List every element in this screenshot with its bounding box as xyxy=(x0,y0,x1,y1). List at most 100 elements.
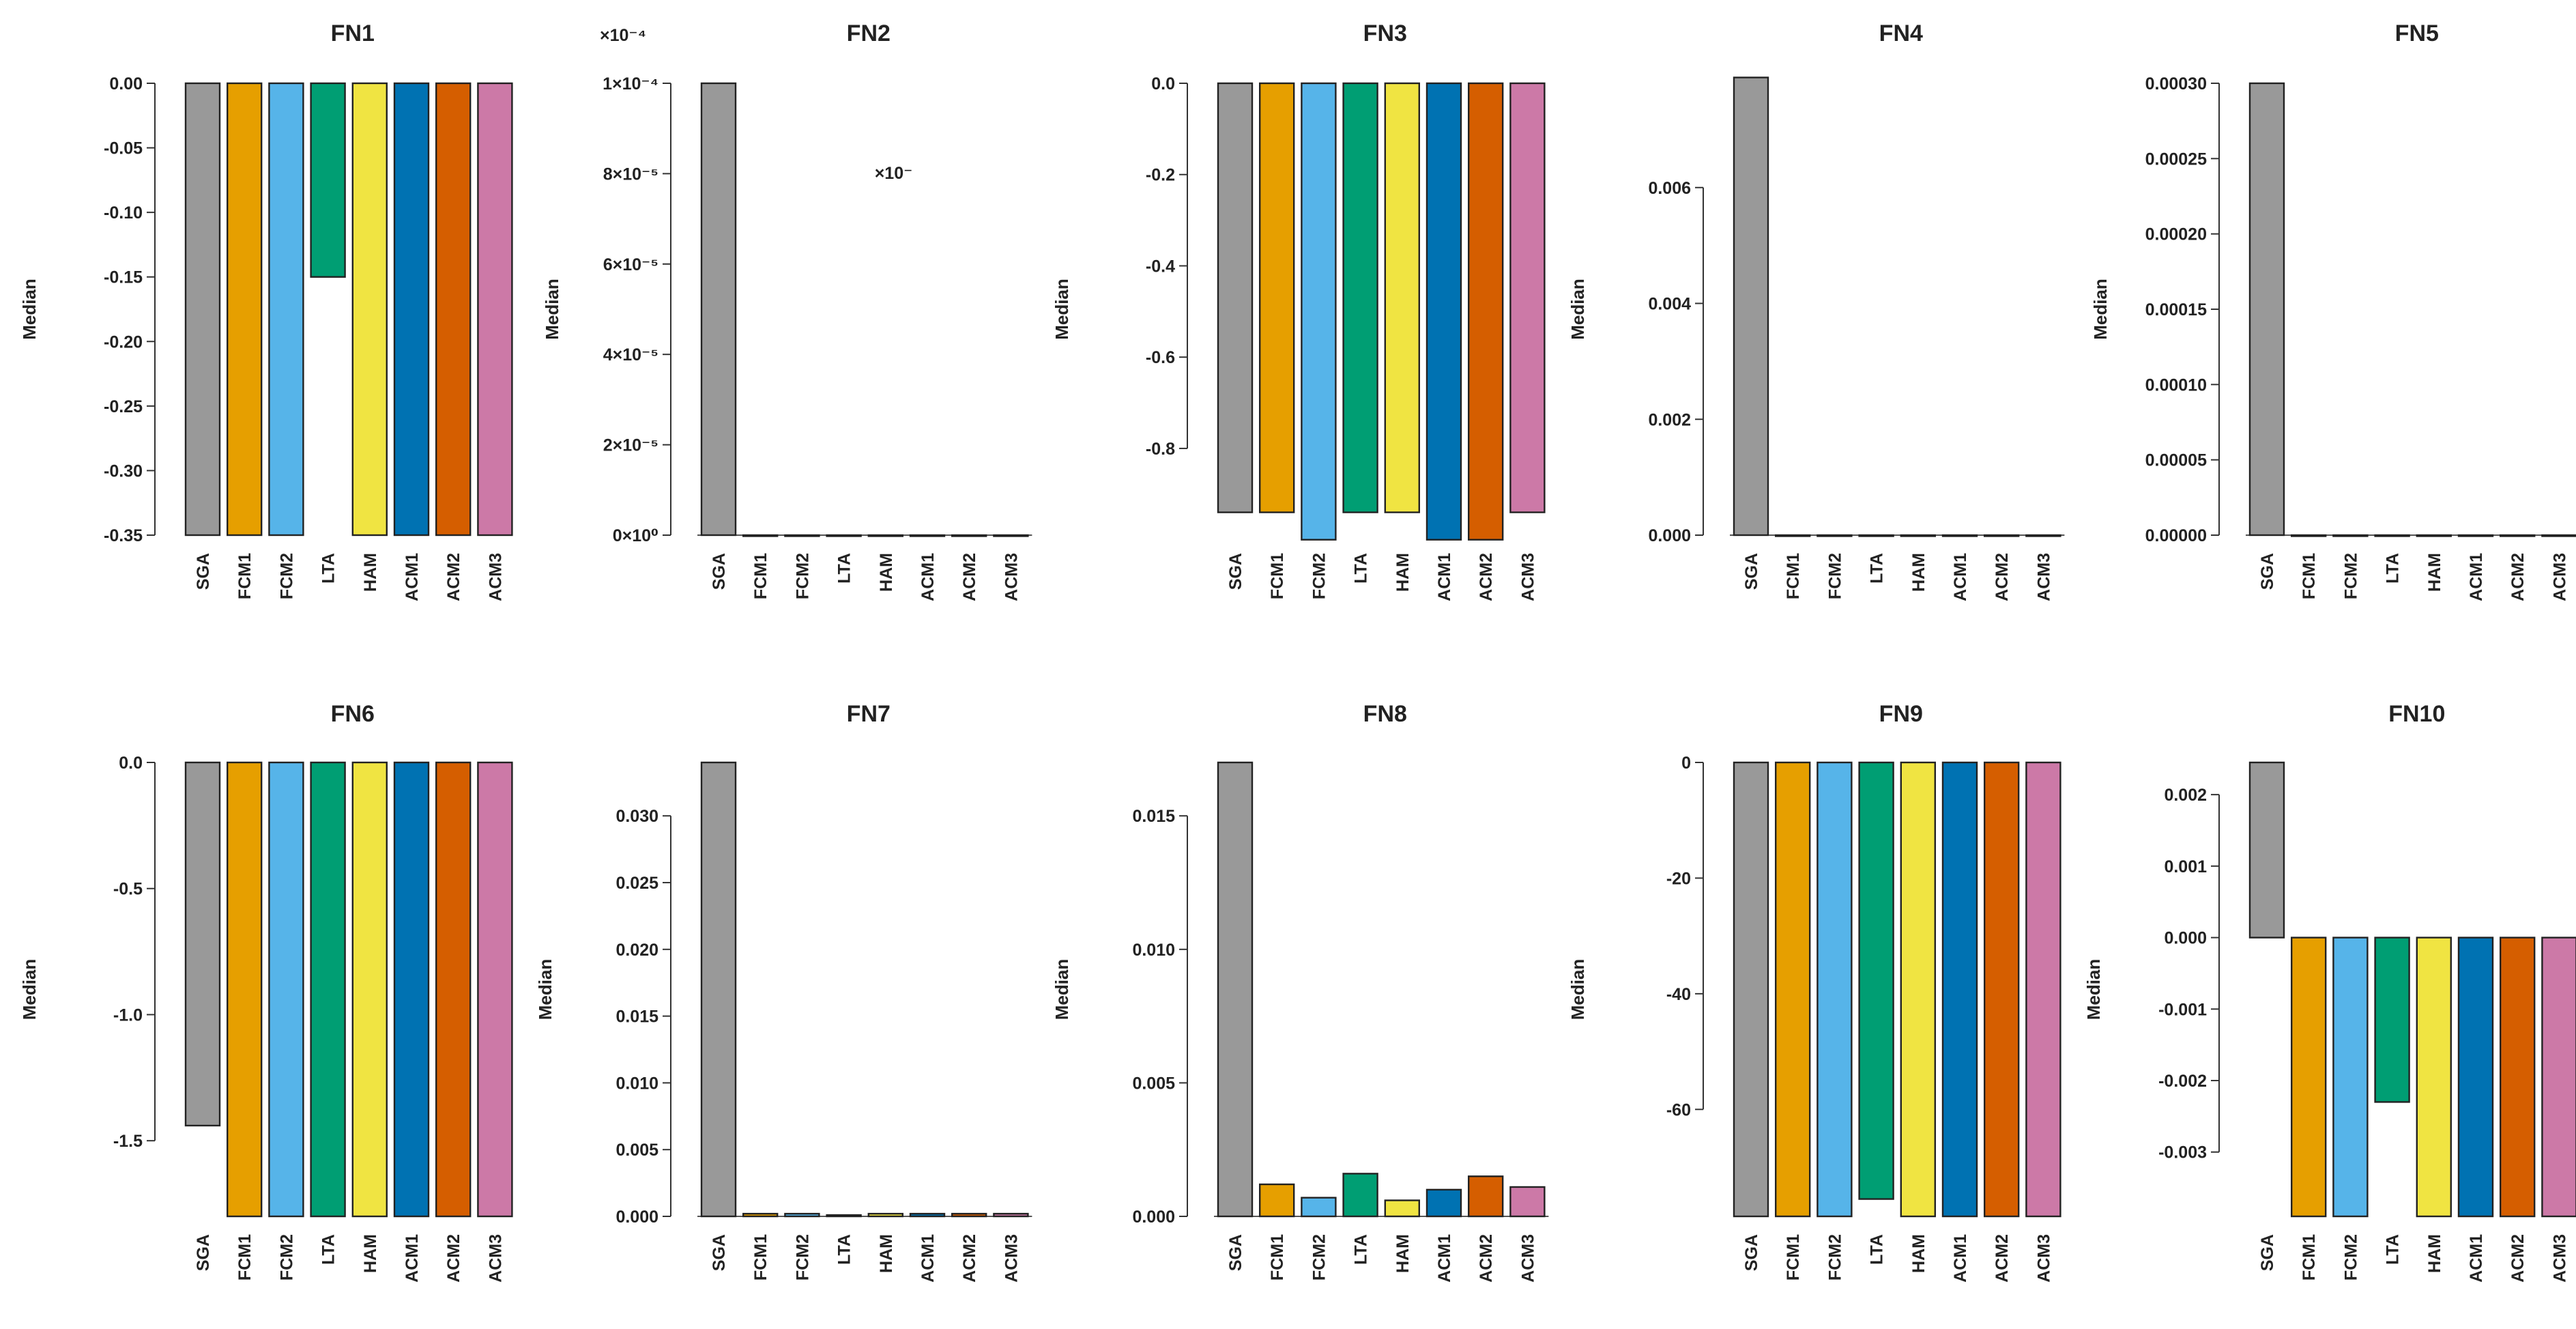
category-label: SGA xyxy=(194,553,213,590)
y-tick-label: -0.10 xyxy=(104,203,143,223)
bar-fcm1 xyxy=(1774,761,1811,1218)
y-tick-label: 0.0 xyxy=(119,754,143,773)
category-label: FCM2 xyxy=(277,1234,296,1281)
category-label: LTA xyxy=(319,553,338,584)
y-tick-label: 0.015 xyxy=(1132,807,1175,826)
category-label: FCM1 xyxy=(751,1234,770,1281)
bar-fcm1 xyxy=(2290,534,2327,537)
category-label: LTA xyxy=(319,1234,338,1265)
category-label: ACM1 xyxy=(403,553,422,601)
category-label: SGA xyxy=(1226,1234,1245,1271)
category-label: SGA xyxy=(710,553,729,590)
panel-title: FN2 xyxy=(847,20,891,46)
axis-multiplier: ×10⁻⁴ xyxy=(600,26,646,45)
bar-lta xyxy=(310,761,346,1218)
category-label: FCM1 xyxy=(1784,1234,1803,1281)
category-label: ACM1 xyxy=(1951,1234,1970,1283)
bar-acm1 xyxy=(909,534,946,537)
y-tick-label: 0.000 xyxy=(2164,929,2207,948)
category-label: ACM2 xyxy=(2508,553,2528,601)
category-label: ACM2 xyxy=(960,1234,979,1283)
panel-fn6: FN6 0.0 -0.5 -1.0 -1.5 Median SGA FCM1 FCM2 LTA HA… xyxy=(19,701,513,1283)
panel-fn4: FN4 0.000 0.002 0.004 0.006 Median SGA FCM1 FCM2… xyxy=(1567,20,2065,601)
category-label: SGA xyxy=(2258,1234,2277,1271)
category-label: FCM1 xyxy=(2300,553,2319,599)
y-tick-label: 0.010 xyxy=(1132,941,1175,960)
bar-fcm2 xyxy=(784,1212,820,1218)
category-label: HAM xyxy=(361,1234,380,1273)
bar-sga xyxy=(184,761,221,1127)
y-tick-label: 0 xyxy=(1681,754,1691,773)
y-tick-label: 0.015 xyxy=(616,1008,659,1027)
y-tick-label: 0.00 xyxy=(109,74,143,94)
panel-fn5: FN5 0.00000 0.00005 0.00010 0.00015 0.00020 0.… xyxy=(2090,20,2576,601)
y-axis-label: Median xyxy=(2090,278,2111,340)
y-axis-label: Median xyxy=(542,278,562,340)
bar-acm1 xyxy=(909,1212,946,1218)
y-tick-label: 0.020 xyxy=(616,941,659,960)
bar-acm3 xyxy=(1509,82,1546,513)
bar-ham xyxy=(351,82,388,537)
y-tick-label: 0.000 xyxy=(1648,526,1691,545)
axis-annotation: ×10⁻ xyxy=(875,164,913,183)
bar-sga xyxy=(2248,761,2285,939)
y-axis-label: Median xyxy=(2083,959,2104,1020)
category-label: HAM xyxy=(1909,553,1928,592)
category-label: ACM1 xyxy=(2467,553,2486,601)
y-tick-label: -0.5 xyxy=(113,880,143,899)
category-label: LTA xyxy=(835,553,854,584)
category-label: SGA xyxy=(1742,1234,1761,1271)
bar-acm3 xyxy=(477,82,513,537)
bar-acm3 xyxy=(2541,534,2576,537)
y-tick-label: 0.00030 xyxy=(2145,74,2207,94)
bar-ham xyxy=(1900,761,1937,1218)
category-label: ACM2 xyxy=(2508,1234,2528,1283)
category-label: FCM1 xyxy=(751,553,770,599)
bar-fcm1 xyxy=(1258,1183,1295,1218)
category-label: LTA xyxy=(1868,1234,1887,1265)
bar-acm3 xyxy=(2541,937,2576,1218)
panel-fn7: FN7 0.000 0.005 0.010 0.015 0.020 0.025 0.030 Me… xyxy=(535,701,1032,1283)
category-label: HAM xyxy=(1393,1234,1413,1273)
panel-title: FN5 xyxy=(2395,20,2439,46)
category-label: FCM2 xyxy=(793,1234,812,1281)
bar-fcm1 xyxy=(1258,82,1295,513)
y-tick-label: -0.30 xyxy=(104,461,143,481)
bar-acm2 xyxy=(435,82,472,537)
bar-fcm1 xyxy=(1774,534,1811,537)
y-tick-label: 0.00020 xyxy=(2145,225,2207,244)
bar-acm1 xyxy=(2457,534,2494,537)
y-tick-label: 0.010 xyxy=(616,1074,659,1093)
y-tick-label: -0.35 xyxy=(104,526,143,545)
y-tick-label: 0.00010 xyxy=(2145,375,2207,395)
category-label: FCM2 xyxy=(793,553,812,599)
bar-acm1 xyxy=(1941,761,1978,1218)
category-label: ACM2 xyxy=(1993,1234,2012,1283)
category-label: FCM2 xyxy=(2341,553,2360,599)
bar-ham xyxy=(2416,937,2452,1218)
category-label: SGA xyxy=(1226,553,1245,590)
bar-acm2 xyxy=(951,534,987,537)
bar-acm2 xyxy=(1467,1175,1504,1218)
category-label: FCM2 xyxy=(1825,1234,1844,1281)
bar-lta xyxy=(826,534,862,537)
category-label: LTA xyxy=(1352,553,1371,584)
category-label: ACM3 xyxy=(1518,553,1537,601)
category-label: FCM1 xyxy=(1268,1234,1287,1281)
category-label: HAM xyxy=(877,553,896,592)
category-label: ACM3 xyxy=(486,553,505,601)
panel-fn2: FN2 0×10⁰ 2×10⁻⁵ 4×10⁻⁵ 6×10⁻⁵ 8×10⁻⁵ 1×10⁻⁴ Me… xyxy=(542,20,1032,601)
category-label: ACM1 xyxy=(1435,1234,1454,1283)
y-tick-label: 0.00025 xyxy=(2145,149,2207,169)
bar-acm3 xyxy=(2025,534,2061,537)
category-label: FCM1 xyxy=(2300,1234,2319,1281)
y-tick-label: -1.5 xyxy=(113,1132,143,1151)
panel-fn3: FN3 0.0 -0.2 -0.4 -0.6 -0.8 Median SGA FCM1 FCM2 L… xyxy=(1052,20,1546,601)
category-label: ACM2 xyxy=(1477,1234,1496,1283)
category-label: ACM3 xyxy=(2550,1234,2569,1283)
panel-fn10: FN10 0.002 0.001 0.000 -0.001 -0.002 -0.003 Med… xyxy=(2083,701,2576,1283)
y-tick-label: -0.2 xyxy=(1146,166,1175,185)
bar-ham xyxy=(867,1212,904,1218)
category-label: ACM1 xyxy=(2467,1234,2486,1283)
